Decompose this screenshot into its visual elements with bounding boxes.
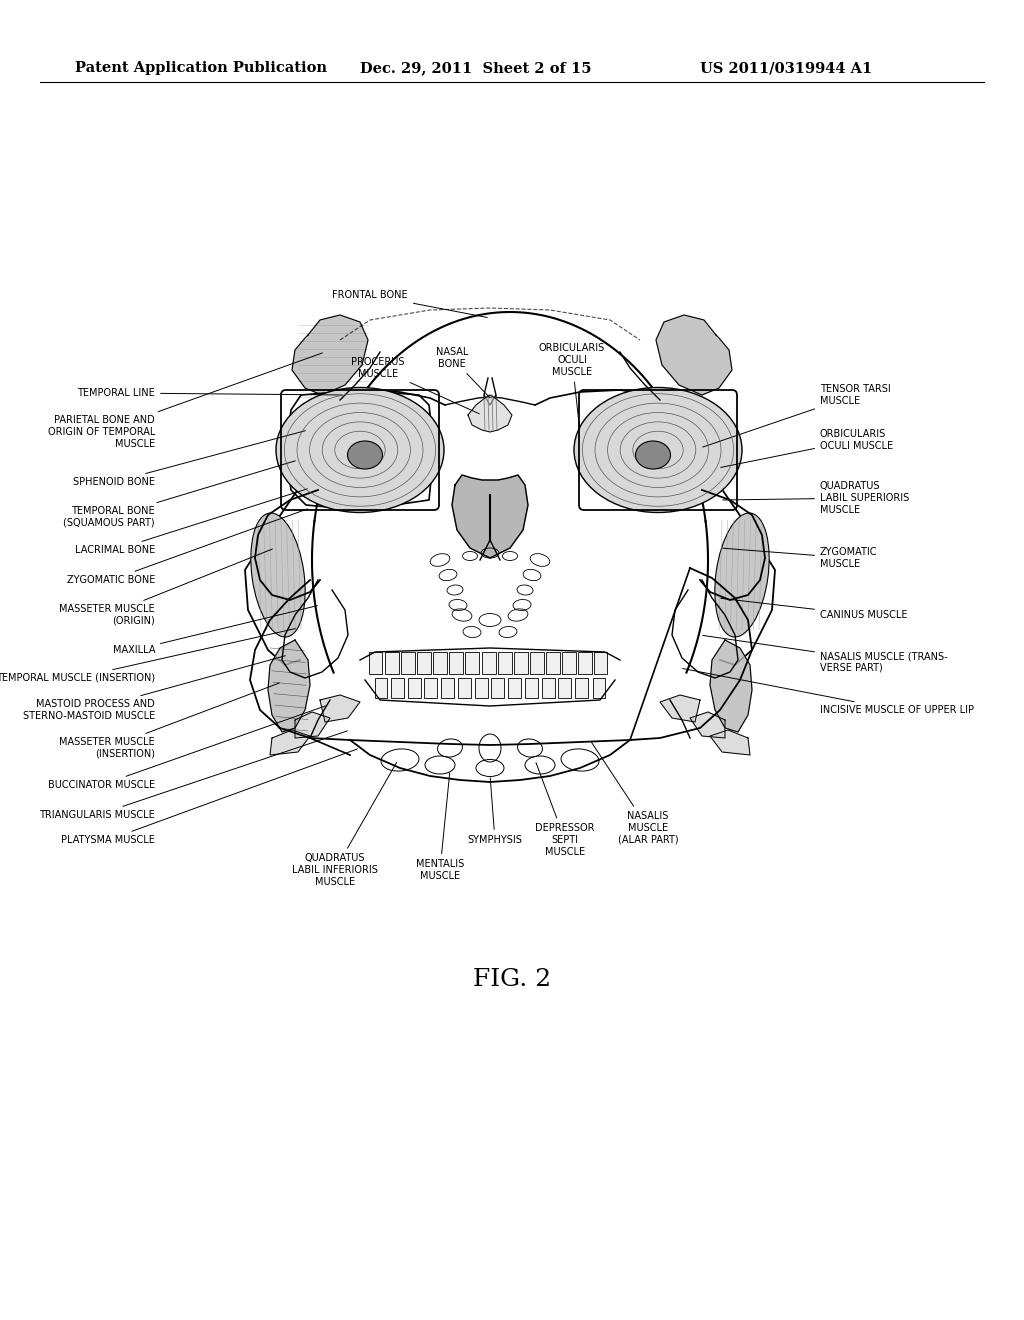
Bar [375, 678, 387, 698]
Text: ZYGOMATIC
MUSCLE: ZYGOMATIC MUSCLE [723, 548, 878, 569]
Polygon shape [656, 315, 732, 395]
Text: LACRIMAL BONE: LACRIMAL BONE [75, 488, 307, 554]
Bar [525, 678, 538, 698]
Bar [408, 678, 421, 698]
Bar [466, 652, 479, 675]
Text: SPHENOID BONE: SPHENOID BONE [73, 430, 305, 487]
Ellipse shape [574, 388, 742, 512]
Bar [424, 678, 437, 698]
Bar [417, 652, 431, 675]
Bar [441, 678, 454, 698]
Polygon shape [452, 475, 528, 558]
Polygon shape [319, 696, 360, 722]
Polygon shape [690, 711, 725, 738]
Text: ZYGOMATIC BONE: ZYGOMATIC BONE [67, 510, 307, 585]
Bar [391, 678, 403, 698]
Text: TRIANGULARIS MUSCLE: TRIANGULARIS MUSCLE [39, 731, 347, 820]
Text: ORBICULARIS
OCULI MUSCLE: ORBICULARIS OCULI MUSCLE [721, 429, 893, 467]
Text: BUCCINATOR MUSCLE: BUCCINATOR MUSCLE [48, 706, 326, 789]
Bar [369, 652, 382, 675]
Text: Patent Application Publication: Patent Application Publication [75, 61, 327, 75]
Ellipse shape [636, 441, 671, 469]
Bar [575, 678, 588, 698]
Bar [508, 678, 521, 698]
Ellipse shape [251, 513, 305, 638]
Polygon shape [270, 730, 310, 755]
Text: PLATYSMA MUSCLE: PLATYSMA MUSCLE [61, 748, 357, 845]
Polygon shape [710, 730, 750, 755]
Text: QUADRATUS
LABIL INFERIORIS
MUSCLE: QUADRATUS LABIL INFERIORIS MUSCLE [292, 763, 396, 887]
Text: FRONTAL BONE: FRONTAL BONE [333, 290, 487, 318]
Text: TENSOR TARSI
MUSCLE: TENSOR TARSI MUSCLE [702, 384, 891, 447]
Bar [433, 652, 447, 675]
Text: CANINUS MUSCLE: CANINUS MUSCLE [721, 598, 907, 620]
Text: TEMPORAL BONE
(SQUAMOUS PART): TEMPORAL BONE (SQUAMOUS PART) [63, 461, 295, 528]
Bar [474, 678, 487, 698]
Bar [558, 678, 571, 698]
Text: NASALIS MUSCLE (TRANS-
VERSE PART): NASALIS MUSCLE (TRANS- VERSE PART) [702, 635, 947, 673]
Text: NASALIS
MUSCLE
(ALAR PART): NASALIS MUSCLE (ALAR PART) [592, 742, 678, 845]
Text: PARIETAL BONE AND
ORIGIN OF TEMPORAL
MUSCLE: PARIETAL BONE AND ORIGIN OF TEMPORAL MUS… [48, 352, 323, 449]
Bar [578, 652, 592, 675]
Text: FIG. 2: FIG. 2 [473, 969, 551, 991]
Text: MAXILLA: MAXILLA [113, 606, 317, 655]
Bar [546, 652, 560, 675]
Bar [562, 652, 575, 675]
Polygon shape [292, 315, 368, 395]
Bar [514, 652, 527, 675]
Text: QUADRATUS
LABIL SUPERIORIS
MUSCLE: QUADRATUS LABIL SUPERIORIS MUSCLE [723, 482, 909, 515]
Bar [385, 652, 399, 675]
Text: MASSETER MUSCLE
(ORIGIN): MASSETER MUSCLE (ORIGIN) [59, 549, 272, 626]
Polygon shape [660, 696, 700, 722]
Bar [458, 678, 471, 698]
Bar [542, 678, 555, 698]
Polygon shape [268, 640, 310, 733]
Text: ORBICULARIS
OCULI
MUSCLE: ORBICULARIS OCULI MUSCLE [539, 343, 605, 429]
Bar [492, 678, 505, 698]
Text: TEMPORAL MUSCLE (INSERTION): TEMPORAL MUSCLE (INSERTION) [0, 628, 295, 682]
Bar [401, 652, 415, 675]
Bar [594, 652, 607, 675]
Bar [593, 678, 605, 698]
Text: NASAL
BONE: NASAL BONE [436, 347, 490, 399]
Polygon shape [295, 711, 330, 738]
Bar [498, 652, 512, 675]
Polygon shape [468, 395, 512, 432]
Text: SYMPHYSIS: SYMPHYSIS [468, 777, 522, 845]
Text: MENTALIS
MUSCLE: MENTALIS MUSCLE [416, 772, 464, 880]
Ellipse shape [715, 513, 769, 638]
Ellipse shape [347, 441, 383, 469]
Text: Dec. 29, 2011  Sheet 2 of 15: Dec. 29, 2011 Sheet 2 of 15 [360, 61, 592, 75]
Text: MASTOID PROCESS AND
STERNO-MASTOID MUSCLE: MASTOID PROCESS AND STERNO-MASTOID MUSCL… [23, 656, 286, 721]
Ellipse shape [276, 388, 444, 512]
Bar [529, 652, 544, 675]
Text: PROCERUS
MUSCLE: PROCERUS MUSCLE [351, 358, 479, 414]
Text: TEMPORAL LINE: TEMPORAL LINE [77, 388, 342, 399]
Text: US 2011/0319944 A1: US 2011/0319944 A1 [700, 61, 872, 75]
Bar [481, 652, 496, 675]
Bar [450, 652, 463, 675]
Text: INCISIVE MUSCLE OF UPPER LIP: INCISIVE MUSCLE OF UPPER LIP [683, 668, 974, 715]
Text: MASSETER MUSCLE
(INSERTION): MASSETER MUSCLE (INSERTION) [59, 682, 280, 759]
Text: DEPRESSOR
SEPTI
MUSCLE: DEPRESSOR SEPTI MUSCLE [536, 763, 595, 857]
Polygon shape [710, 640, 752, 733]
